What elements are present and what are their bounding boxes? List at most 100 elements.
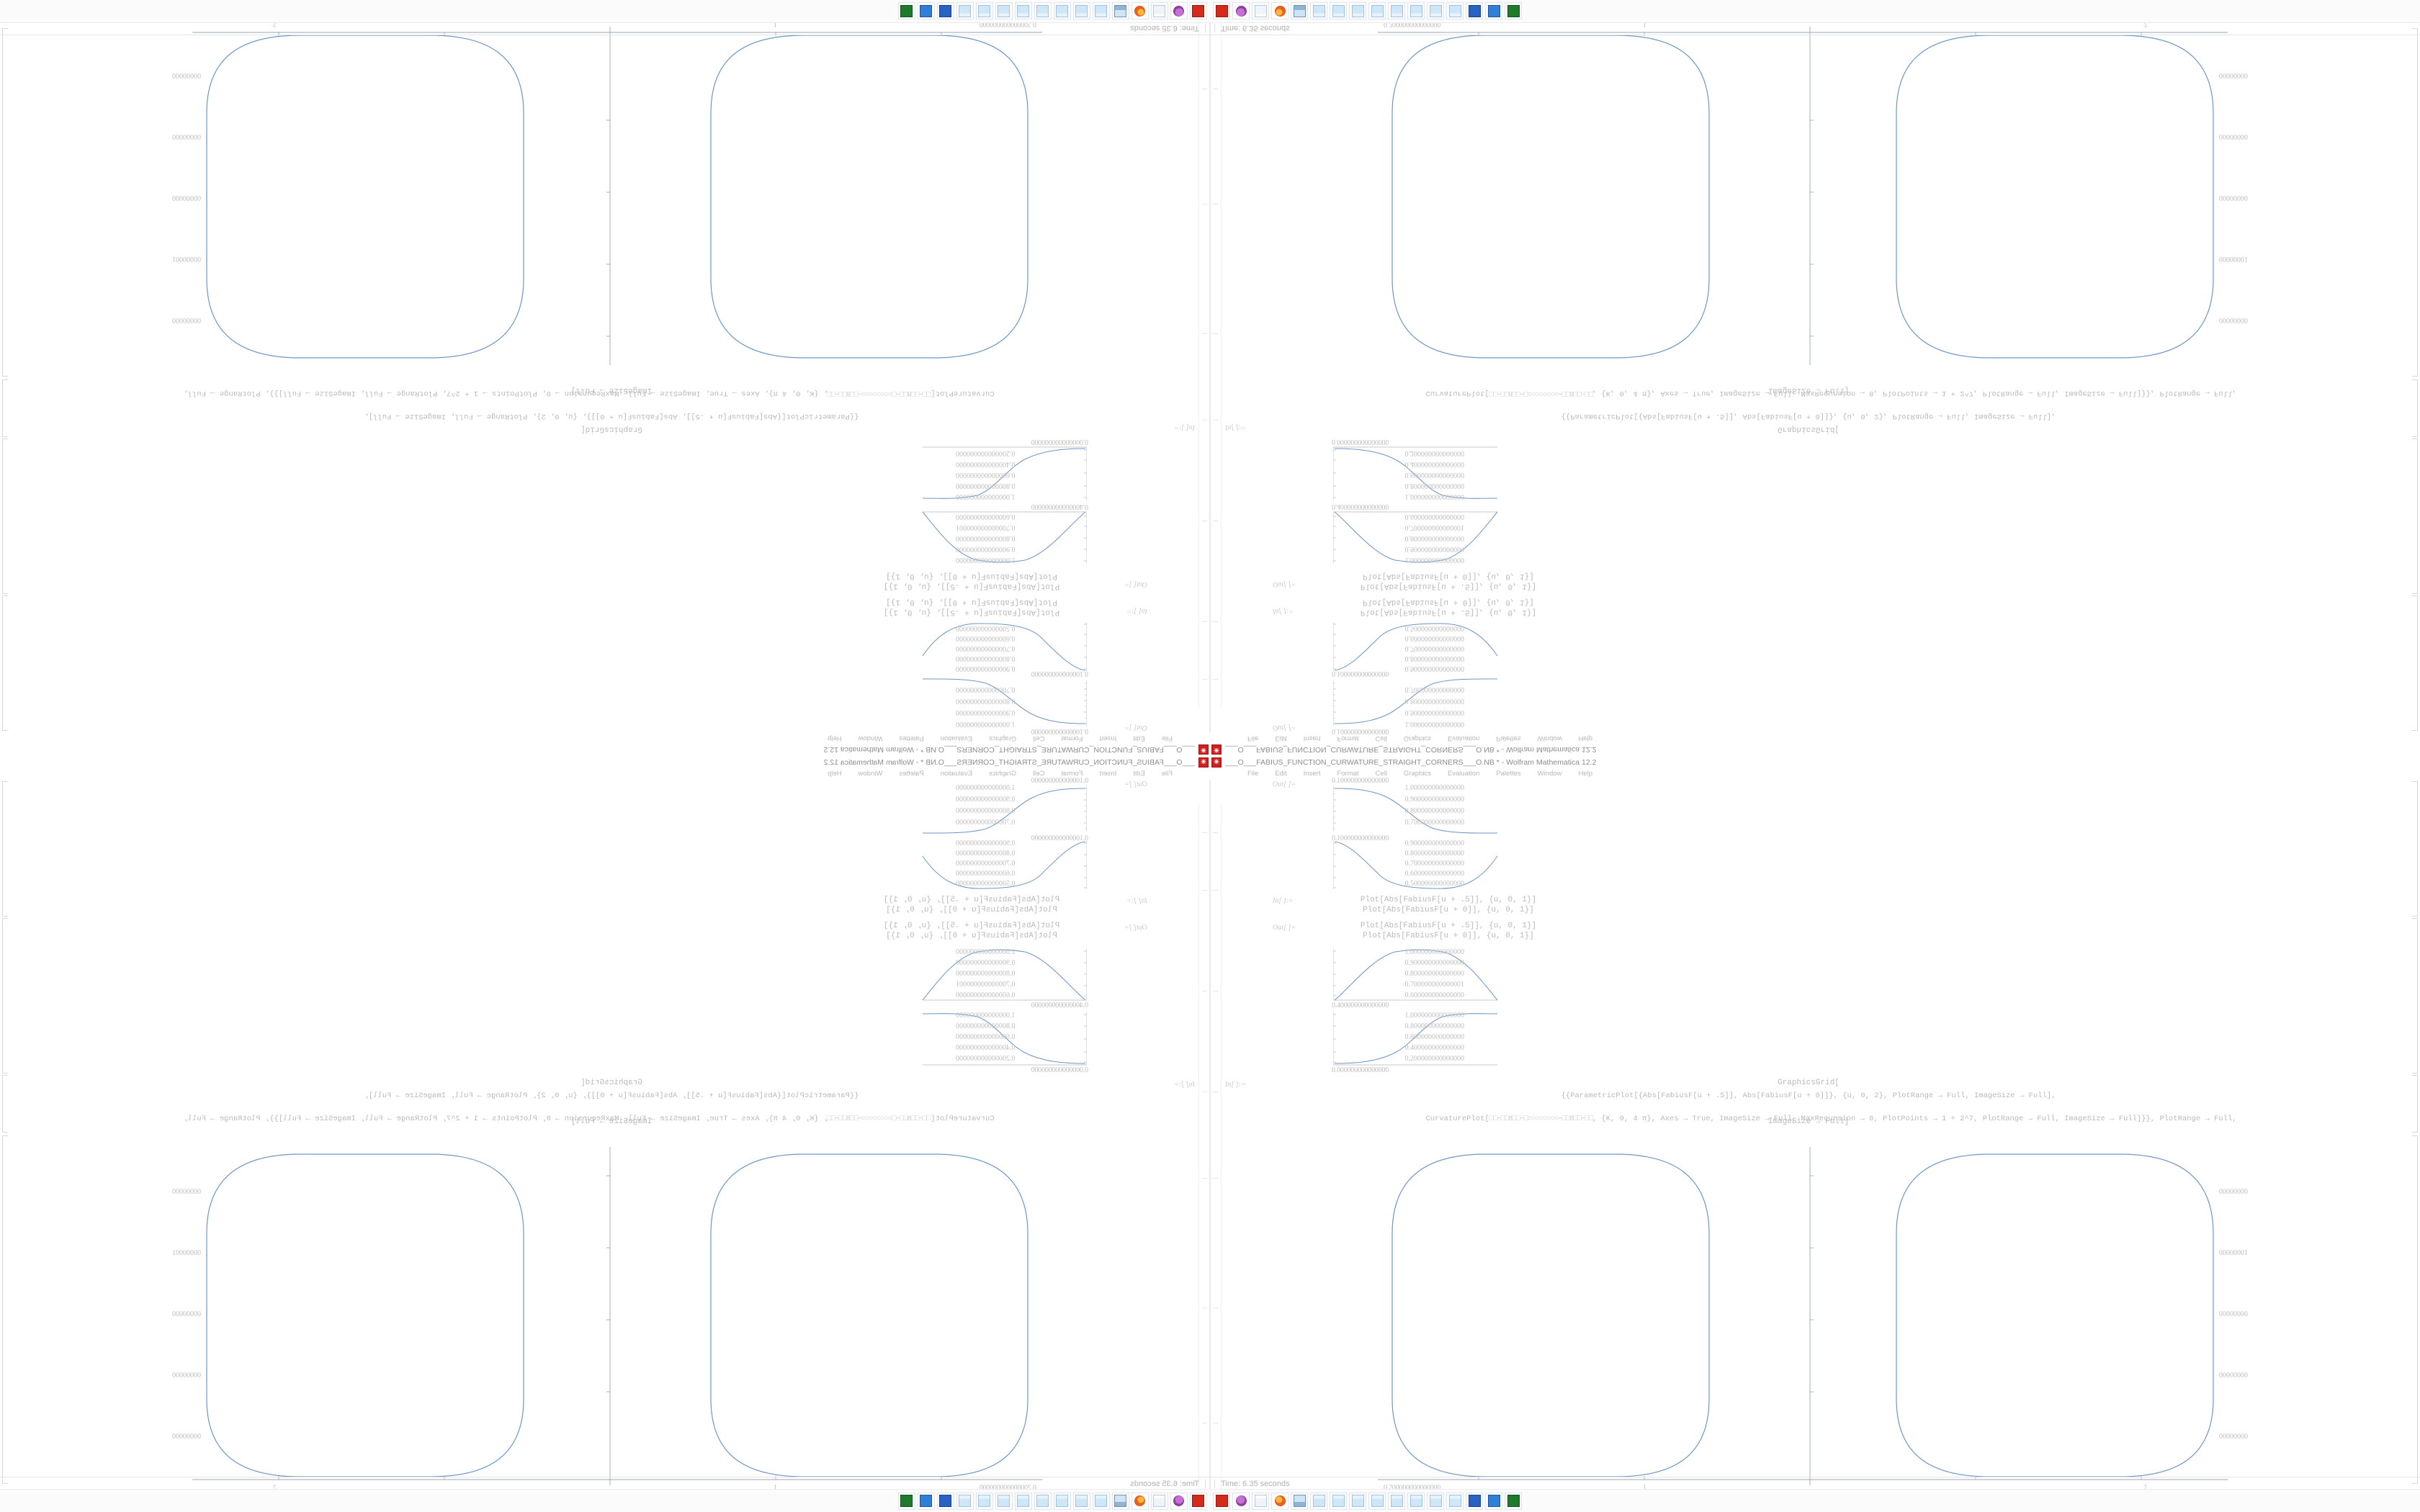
taskbar-item[interactable]	[1170, 2, 1188, 20]
menu-item-help[interactable]: Help	[1578, 734, 1592, 742]
taskbar-item[interactable]	[1407, 2, 1425, 20]
code-parametricplot-line[interactable]: {{ParametricPlot[{Abs[FabiusF[u + .5]], …	[1561, 412, 2056, 420]
taskbar-item[interactable]	[1446, 2, 1464, 20]
taskbar-item[interactable]	[1388, 2, 1405, 20]
taskbar-item[interactable]	[1213, 1492, 1230, 1510]
code-plot-upper-1[interactable]: Plot[Abs[FabiusF[u + .5]], {u, 0, 1}]	[1360, 896, 1537, 904]
menu-item-cell[interactable]: Cell	[1375, 734, 1387, 742]
menu-item-help[interactable]: Help	[828, 734, 842, 742]
cell-bracket-b[interactable]	[2412, 438, 2418, 594]
taskbar-item[interactable]	[1349, 2, 1366, 20]
collapsed-expression-blob[interactable]: □□⌐□□8□□─□○○○○○○○○─□□8□□⌐□□	[1489, 1115, 1593, 1123]
taskbar-item[interactable]	[1466, 2, 1483, 20]
taskbar-item[interactable]	[1485, 1492, 1502, 1510]
taskbar-item[interactable]	[1368, 2, 1386, 20]
menu-item-cell[interactable]: Cell	[1033, 734, 1045, 742]
menu-item-insert[interactable]: Insert	[1099, 770, 1117, 778]
taskbar-item[interactable]	[1054, 2, 1071, 20]
taskbar-item[interactable]	[1505, 2, 1522, 20]
taskbar-item[interactable]	[1112, 2, 1129, 20]
title-bar[interactable]: ✳ ___O___FABIUS_FUNCTION_CURWATURE_STRAI…	[1210, 744, 2420, 756]
cell-bracket-a[interactable]	[2, 595, 8, 731]
code-plot-lower-1[interactable]: Plot[Abs[FabiusF[u + .5]], {u, 0, 1}]	[883, 922, 1060, 930]
taskbar-item[interactable]	[937, 2, 954, 20]
menu-item-palettes[interactable]: Palettes	[899, 770, 924, 778]
notebook-canvas[interactable]: Out[ ]= 1.000000000000000 0.90000000000	[0, 777, 1210, 1512]
taskbar-item[interactable]	[1073, 1492, 1090, 1510]
taskbar-item[interactable]	[995, 1492, 1013, 1510]
taskbar-item[interactable]	[898, 2, 915, 20]
menu-item-file[interactable]: File	[1247, 734, 1259, 742]
code-imagesize-tail[interactable]: ImageSize → Full]	[570, 1117, 653, 1126]
code-plot-upper-2[interactable]: Plot[Abs[FabiusF[u + 0]], {u, 0, 1}]	[1363, 598, 1534, 606]
taskbar-item[interactable]	[976, 1492, 993, 1510]
cell-bracket-graphicsgrid[interactable]	[2412, 1075, 2418, 1133]
taskbar-item[interactable]	[1368, 1492, 1386, 1510]
cell-bracket-b[interactable]	[2, 438, 8, 594]
menu-item-evaluation[interactable]: Evaluation	[940, 770, 973, 778]
menu-item-insert[interactable]: Insert	[1303, 770, 1321, 778]
code-graphicsgrid-head[interactable]: GraphicsGrid[	[581, 425, 642, 433]
taskbar-item[interactable]	[956, 2, 974, 20]
taskbar-item[interactable]	[1252, 2, 1269, 20]
menu-bar[interactable]: File Edit Insert Format Cell Graphics Evaluati…	[1210, 768, 2420, 779]
menu-item-insert[interactable]: Insert	[1099, 734, 1117, 742]
taskbar-item[interactable]	[1271, 1492, 1289, 1510]
menu-item-format[interactable]: Format	[1061, 734, 1083, 742]
cell-bracket-output-graphics[interactable]	[2412, 1135, 2418, 1484]
taskbar-item[interactable]	[1073, 2, 1090, 20]
menu-item-cell[interactable]: Cell	[1375, 770, 1387, 778]
notebook-canvas[interactable]: Out[ ]= 1.000000000000000 0.90000000000	[0, 0, 1210, 735]
cell-bracket-a[interactable]	[2, 781, 8, 917]
code-plot-lower-1[interactable]: Plot[Abs[FabiusF[u + .5]], {u, 0, 1}]	[1360, 582, 1537, 590]
menu-item-palettes[interactable]: Palettes	[899, 734, 924, 742]
menu-item-help[interactable]: Help	[1578, 770, 1592, 778]
menu-item-file[interactable]: File	[1161, 734, 1173, 742]
taskbar-item[interactable]	[1131, 1492, 1149, 1510]
menu-item-format[interactable]: Format	[1337, 734, 1359, 742]
cell-bracket-b[interactable]	[2412, 918, 2418, 1074]
taskbar-item[interactable]	[1093, 1492, 1110, 1510]
menu-item-window[interactable]: Window	[1537, 770, 1562, 778]
taskbar-item[interactable]	[1213, 2, 1230, 20]
code-graphicsgrid-head[interactable]: GraphicsGrid[	[1778, 425, 1839, 433]
code-parametricplot-line[interactable]: {{ParametricPlot[{Abs[FabiusF[u + .5]], …	[364, 412, 859, 420]
taskbar-item[interactable]	[1232, 2, 1250, 20]
menu-item-edit[interactable]: Edit	[1133, 734, 1145, 742]
taskbar-item[interactable]	[1310, 2, 1327, 20]
menu-item-format[interactable]: Format	[1337, 770, 1359, 778]
menu-item-insert[interactable]: Insert	[1303, 734, 1321, 742]
cell-bracket-a[interactable]	[2412, 781, 2418, 917]
taskbar-item[interactable]	[1252, 1492, 1269, 1510]
taskbar[interactable]	[1210, 0, 2420, 23]
code-plot-upper-2[interactable]: Plot[Abs[FabiusF[u + 0]], {u, 0, 1}]	[886, 598, 1057, 606]
taskbar-item[interactable]	[1330, 2, 1347, 20]
code-graphicsgrid-head[interactable]: GraphicsGrid[	[1778, 1079, 1839, 1087]
title-bar[interactable]: ✳ ___O___FABIUS_FUNCTION_CURWATURE_STRAI…	[0, 744, 1210, 756]
code-plot-lower-2[interactable]: Plot[Abs[FabiusF[u + 0]], {u, 0, 1}]	[1363, 572, 1534, 580]
taskbar-item[interactable]	[1485, 2, 1502, 20]
taskbar-item[interactable]	[1190, 2, 1207, 20]
cell-bracket-output-graphics[interactable]	[2, 1135, 8, 1484]
code-plot-upper-2[interactable]: Plot[Abs[FabiusF[u + 0]], {u, 0, 1}]	[1363, 906, 1534, 914]
taskbar-item[interactable]	[1407, 1492, 1425, 1510]
menu-bar[interactable]: File Edit Insert Format Cell Graphics Evaluati…	[0, 768, 1210, 779]
code-parametricplot-line[interactable]: {{ParametricPlot[{Abs[FabiusF[u + .5]], …	[364, 1092, 859, 1100]
menu-item-file[interactable]: File	[1247, 770, 1259, 778]
menu-item-window[interactable]: Window	[858, 734, 883, 742]
menu-item-evaluation[interactable]: Evaluation	[1447, 770, 1480, 778]
code-plot-upper-2[interactable]: Plot[Abs[FabiusF[u + 0]], {u, 0, 1}]	[886, 906, 1057, 914]
menu-item-graphics[interactable]: Graphics	[989, 734, 1017, 742]
menu-item-window[interactable]: Window	[858, 770, 883, 778]
menu-item-edit[interactable]: Edit	[1133, 770, 1145, 778]
menu-item-palettes[interactable]: Palettes	[1496, 770, 1521, 778]
title-bar[interactable]: ✳ ___O___FABIUS_FUNCTION_CURWATURE_STRAI…	[0, 756, 1210, 768]
taskbar-item[interactable]	[1310, 1492, 1327, 1510]
taskbar-item[interactable]	[1112, 1492, 1129, 1510]
code-plot-lower-1[interactable]: Plot[Abs[FabiusF[u + .5]], {u, 0, 1}]	[1360, 922, 1537, 930]
code-plot-lower-2[interactable]: Plot[Abs[FabiusF[u + 0]], {u, 0, 1}]	[1363, 932, 1534, 940]
code-curvatureplot-line[interactable]: CurvaturePlot[□□⌐□□8□□─□○○○○○○○○─□□8□□⌐□…	[1211, 1104, 2406, 1134]
cell-bracket-output-graphics[interactable]	[2412, 28, 2418, 377]
code-plot-upper-1[interactable]: Plot[Abs[FabiusF[u + .5]], {u, 0, 1}]	[883, 608, 1060, 616]
menu-item-window[interactable]: Window	[1537, 734, 1562, 742]
